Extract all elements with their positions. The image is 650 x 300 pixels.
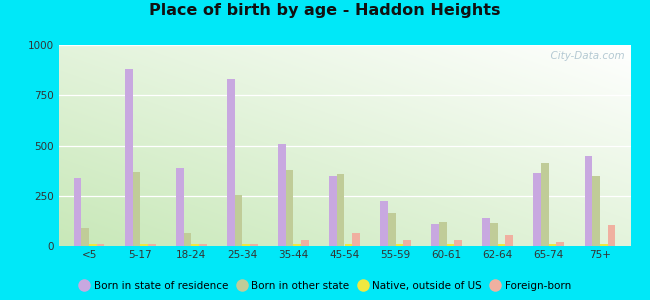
- Bar: [278, 145, 286, 246]
- Legend: Born in state of residence, Born in other state, Native, outside of US, Foreign-: Born in state of residence, Born in othe…: [75, 276, 575, 295]
- Bar: [74, 178, 81, 246]
- Bar: [490, 223, 498, 246]
- Bar: [352, 233, 360, 246]
- Bar: [125, 69, 133, 246]
- Bar: [600, 244, 608, 246]
- Bar: [344, 244, 352, 246]
- Bar: [199, 244, 207, 246]
- Bar: [250, 244, 257, 246]
- Bar: [89, 244, 97, 246]
- Bar: [337, 174, 344, 246]
- Bar: [227, 79, 235, 246]
- Bar: [541, 163, 549, 246]
- Bar: [498, 244, 505, 246]
- Bar: [592, 176, 600, 246]
- Bar: [286, 169, 293, 246]
- Bar: [329, 176, 337, 246]
- Bar: [293, 244, 301, 246]
- Bar: [482, 218, 490, 246]
- Bar: [584, 155, 592, 246]
- Bar: [454, 240, 462, 246]
- Bar: [133, 172, 140, 246]
- Bar: [506, 235, 513, 246]
- Bar: [556, 242, 564, 246]
- Bar: [242, 244, 250, 246]
- Bar: [447, 244, 454, 246]
- Bar: [608, 225, 615, 246]
- Bar: [148, 244, 155, 246]
- Text: City-Data.com: City-Data.com: [544, 51, 625, 61]
- Bar: [549, 244, 556, 246]
- Bar: [140, 244, 148, 246]
- Bar: [439, 222, 447, 246]
- Bar: [534, 172, 541, 246]
- Bar: [432, 224, 439, 246]
- Bar: [301, 240, 309, 246]
- Bar: [191, 244, 199, 246]
- Bar: [396, 244, 403, 246]
- Bar: [388, 213, 396, 246]
- Bar: [97, 244, 105, 246]
- Bar: [183, 233, 191, 246]
- Bar: [176, 168, 183, 246]
- Bar: [235, 195, 242, 246]
- Bar: [380, 201, 388, 246]
- Text: Place of birth by age - Haddon Heights: Place of birth by age - Haddon Heights: [150, 3, 500, 18]
- Bar: [403, 240, 411, 246]
- Bar: [81, 228, 89, 246]
